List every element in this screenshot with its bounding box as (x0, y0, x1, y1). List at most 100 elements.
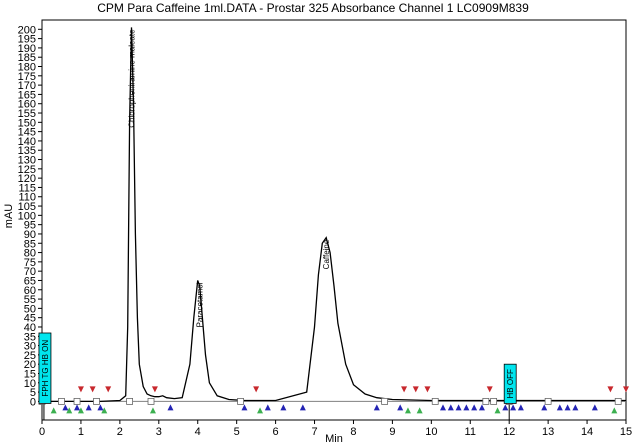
y-tick-label: 125 (18, 164, 36, 176)
y-tick-label: 75 (24, 257, 36, 269)
x-axis-label: Min (325, 433, 343, 445)
y-axis-ticks: 0510152025303540455055606570758085909510… (18, 24, 42, 408)
baseline-marker (541, 404, 548, 411)
square-marker (237, 397, 244, 405)
baseline-marker (471, 404, 478, 411)
x-axis-ticks: 0 1 2 3 4 5 6 7 8 9 10 11 12 13 14 15 (39, 420, 632, 438)
event-label: HB OFF (506, 369, 515, 398)
baseline-marker (572, 404, 579, 411)
y-tick-label: 100 (18, 210, 36, 222)
y-tick-label: 200 (18, 24, 36, 36)
peak-labels: Chloropheniramine maleate Paracetamol Caff… (128, 29, 332, 327)
x-tick-label: 3 (156, 426, 162, 438)
plot-frame (41, 19, 627, 421)
y-tick-label: 190 (18, 43, 36, 55)
y-tick-label: 5 (30, 387, 36, 399)
square-marker (73, 397, 81, 405)
peak-end-marker (50, 407, 57, 414)
baseline-marker (502, 404, 509, 411)
peak-label: Caffeine (322, 239, 331, 269)
baseline-marker (447, 404, 454, 411)
peak-start-marker (486, 386, 493, 393)
x-tick-label: 7 (311, 426, 317, 438)
y-tick-label: 55 (24, 294, 36, 306)
baseline-marker (455, 404, 462, 411)
y-tick-label: 140 (18, 136, 36, 148)
y-tick-label: 170 (18, 80, 36, 92)
y-tick-label: 50 (24, 303, 36, 315)
chart-title: CPM Para Caffeine 1ml.DATA - Prostar 325… (97, 1, 529, 15)
y-tick-label: 160 (18, 99, 36, 111)
y-tick-label: 155 (18, 108, 36, 120)
x-tick-label: 5 (234, 426, 240, 438)
baseline-marker (564, 404, 571, 411)
chromatogram-trace (42, 27, 626, 403)
peak-end-marker (611, 407, 618, 414)
baseline-marker (556, 404, 563, 411)
y-tick-label: 135 (18, 145, 36, 157)
peak-end-marker (149, 407, 156, 414)
baseline-marker (62, 404, 69, 411)
baseline-marker (517, 404, 524, 411)
baseline-marker (299, 404, 306, 411)
y-tick-label: 145 (18, 127, 36, 139)
peak-label: Chloropheniramine maleate (128, 29, 137, 128)
y-tick-label: 10 (24, 378, 36, 390)
x-tick-label: 0 (39, 426, 45, 438)
baseline-marker (97, 404, 104, 411)
peak-end-marker (257, 407, 264, 414)
y-tick-label: 15 (24, 368, 36, 380)
baseline-marker (74, 404, 81, 411)
baseline-marker (397, 404, 404, 411)
y-tick-label: 30 (24, 341, 36, 353)
y-tick-label: 20 (24, 359, 36, 371)
y-tick-label: 35 (24, 331, 36, 343)
x-tick-label: 10 (425, 426, 437, 438)
y-tick-label: 130 (18, 155, 36, 167)
peak-end-marker (404, 407, 411, 414)
square-marker (431, 397, 439, 405)
y-tick-label: 195 (18, 34, 36, 46)
peak-end-marker (416, 407, 423, 414)
peak-start-marker (253, 386, 260, 393)
y-tick-label: 120 (18, 173, 36, 185)
y-tick-label: 25 (24, 350, 36, 362)
y-tick-label: 95 (24, 220, 36, 232)
square-marker (381, 397, 389, 405)
peak-label: Paracetamol (196, 282, 205, 327)
baseline-marker (510, 404, 517, 411)
y-tick-label: 175 (18, 71, 36, 83)
baseline-marker (85, 404, 92, 411)
square-marker (544, 397, 552, 405)
square-marker (490, 397, 498, 405)
x-tick-label: 1 (78, 426, 84, 438)
baseline-marker (463, 404, 470, 411)
peak-end-marker (101, 407, 108, 414)
y-axis-label: mAU (3, 204, 15, 229)
baseline-marker (591, 404, 598, 411)
baseline-marker (264, 404, 271, 411)
peak-end-marker (494, 407, 501, 414)
y-tick-label: 40 (24, 322, 36, 334)
square-marker (482, 397, 490, 405)
y-tick-label: 80 (24, 248, 36, 260)
y-tick-label: 85 (24, 238, 36, 250)
event-box (503, 363, 517, 404)
x-tick-label: 8 (350, 426, 356, 438)
event-lines (43, 399, 510, 420)
baseline-marker (478, 404, 485, 411)
peak-start-marker (424, 386, 431, 393)
event-label: FPH TG HB ON (41, 340, 50, 397)
y-tick-label: 180 (18, 62, 36, 74)
square-marker (614, 397, 622, 405)
peak-start-marker (151, 386, 158, 393)
x-tick-label: 9 (389, 426, 395, 438)
peak-start-marker (623, 386, 629, 393)
y-tick-label: 90 (24, 229, 36, 241)
baseline-marker (280, 404, 287, 411)
x-tick-label: 15 (620, 426, 632, 438)
y-tick-label: 105 (18, 201, 36, 213)
peak-start-marker (105, 386, 112, 393)
x-tick-label: 13 (542, 426, 554, 438)
